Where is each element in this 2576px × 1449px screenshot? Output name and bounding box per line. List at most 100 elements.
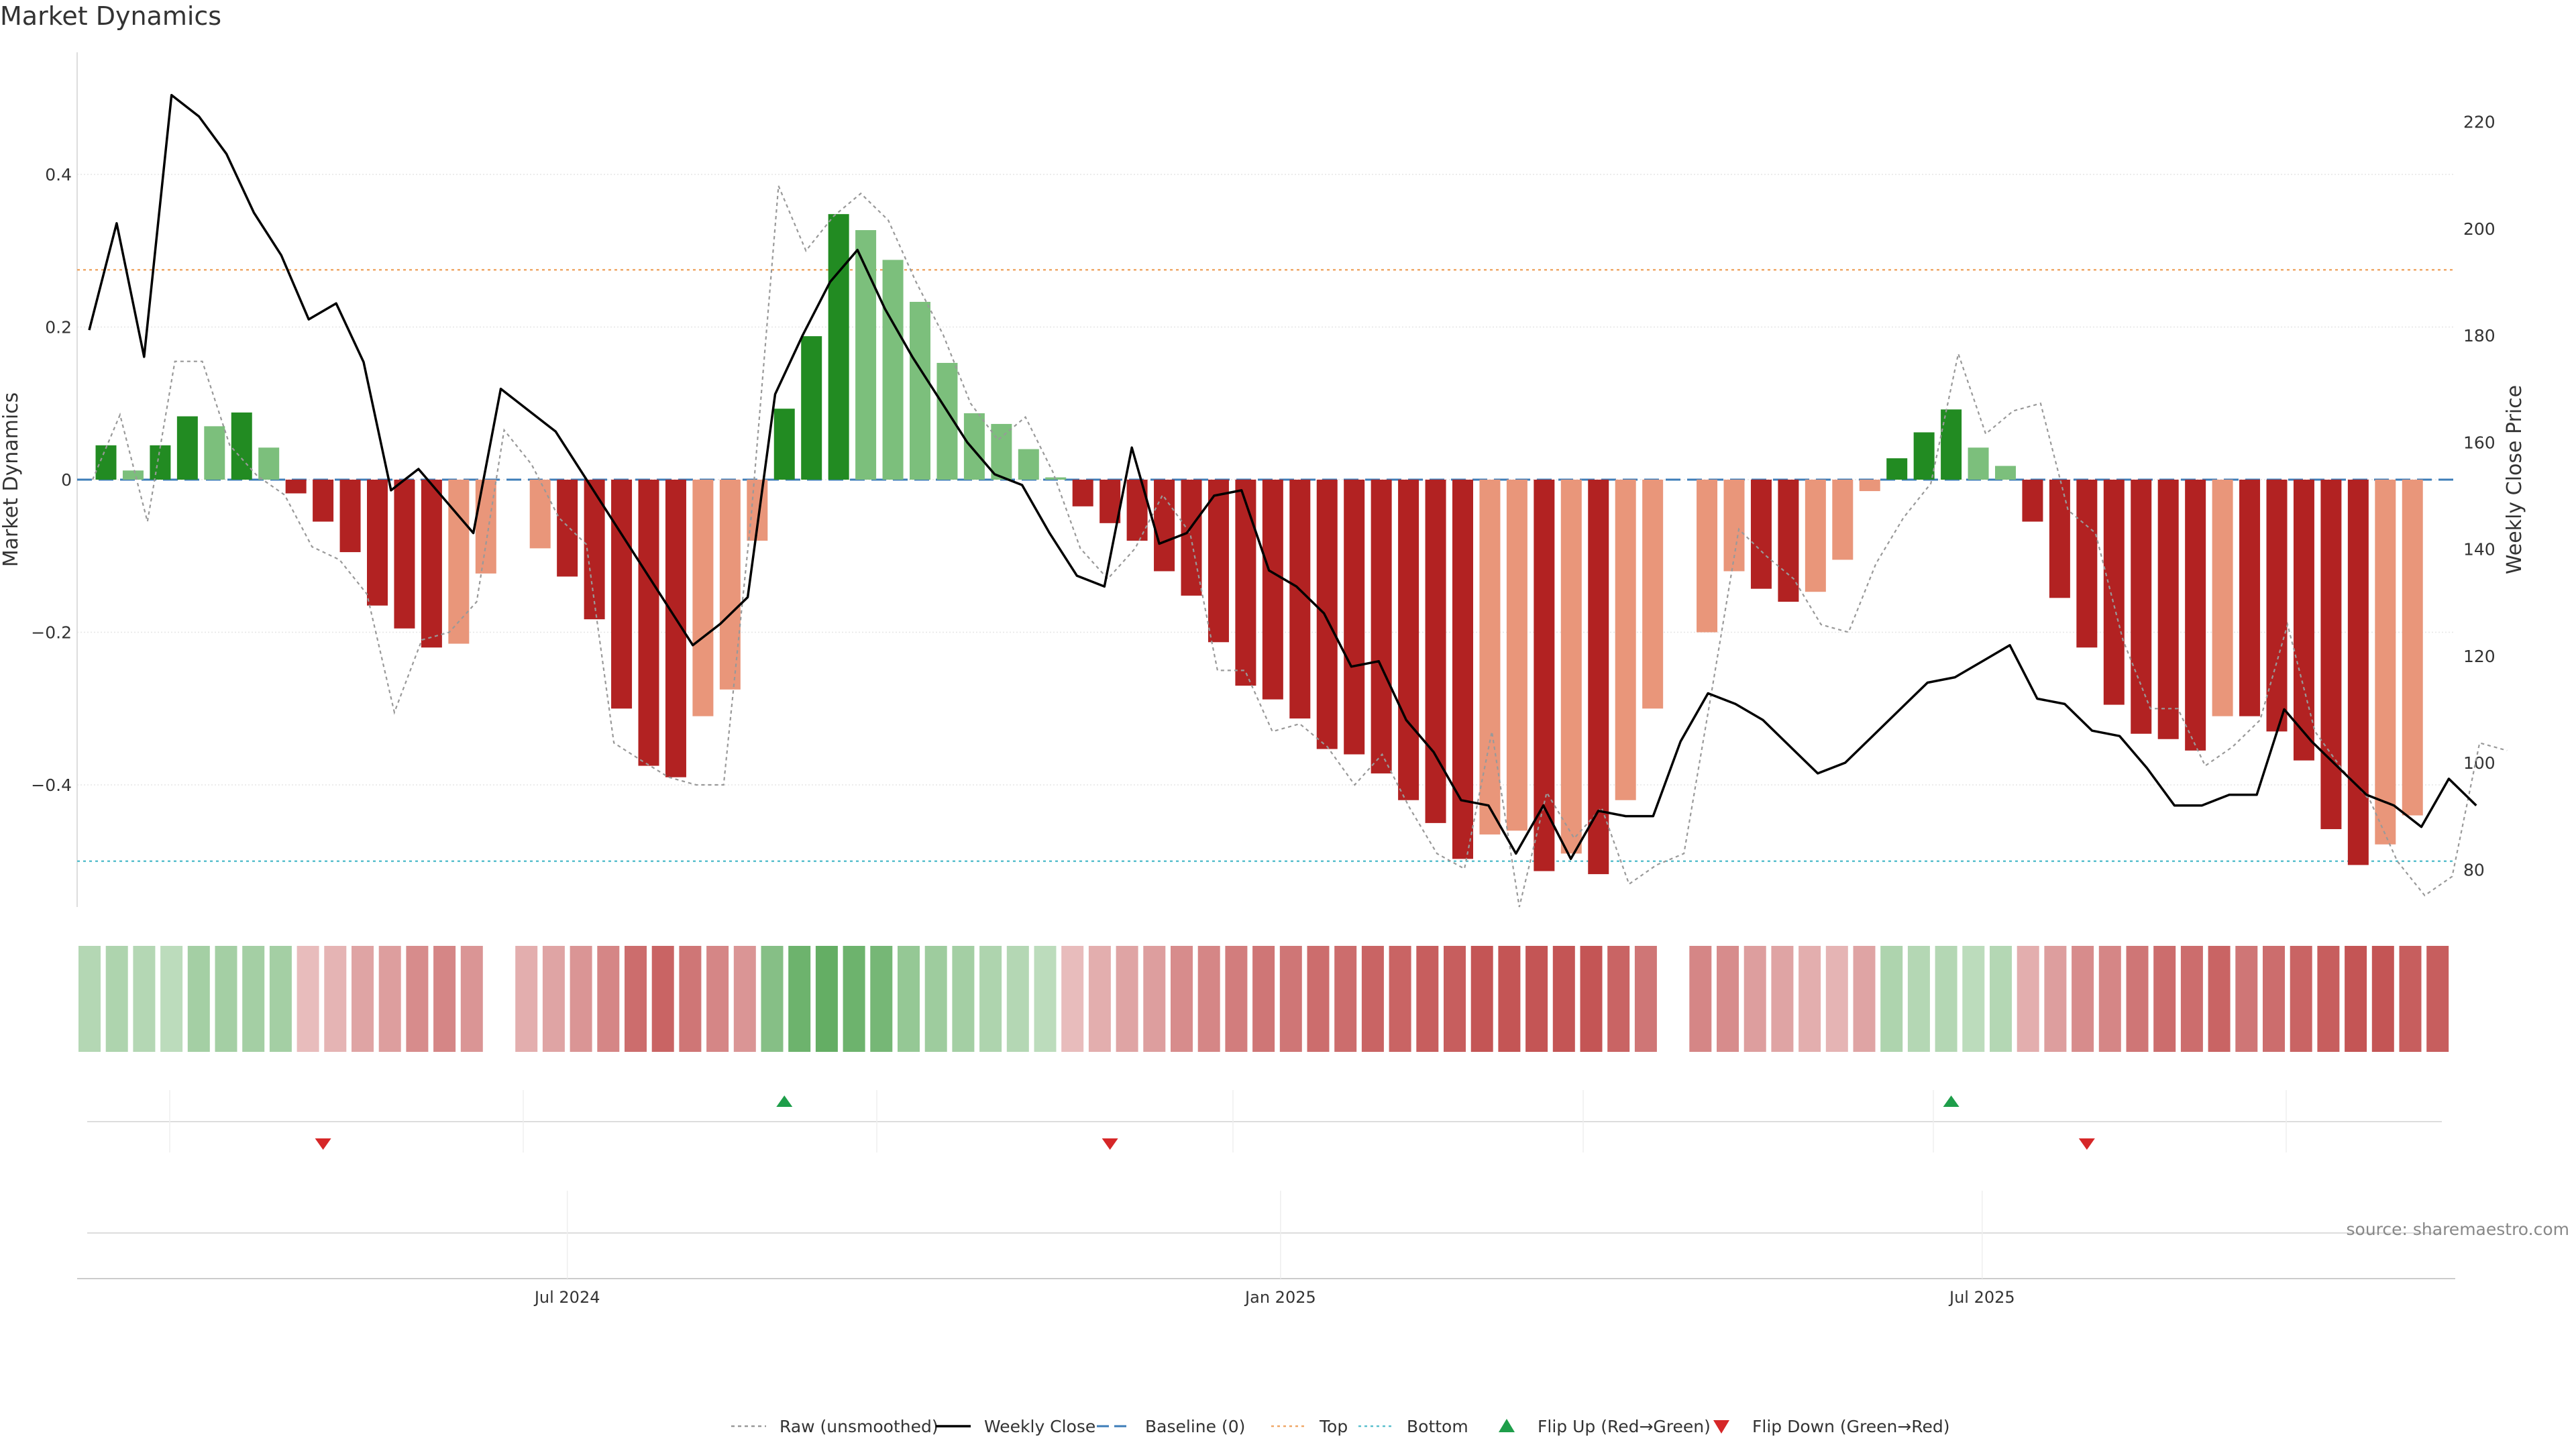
bar-mark [1615, 480, 1636, 800]
heat-cell [2153, 946, 2176, 1052]
bar-mark [1425, 480, 1446, 823]
flip-up-marker [776, 1095, 793, 1107]
heat-strip [78, 946, 2449, 1052]
bar-mark [1289, 480, 1311, 719]
legend-item-baseline: Baseline (0) [1097, 1417, 1245, 1436]
y-right-axis-title: Weekly Close Price [2503, 385, 2526, 574]
heat-cell [515, 946, 538, 1052]
heat-cell [1498, 946, 1521, 1052]
bar-mark [611, 480, 633, 709]
weekly-close-line [88, 93, 2477, 861]
bar-mark [2076, 480, 2098, 648]
heat-cell [1334, 946, 1357, 1052]
raw-series-line [91, 185, 2508, 908]
heat-cell [924, 946, 947, 1052]
bar-mark [150, 445, 171, 480]
heat-cell [1389, 946, 1411, 1052]
heat-cell [1552, 946, 1575, 1052]
heat-cell [1143, 946, 1166, 1052]
bar-series [95, 214, 2423, 875]
bar-mark [2266, 480, 2288, 732]
bar-mark [1452, 480, 1473, 859]
bar-mark [1913, 432, 1935, 480]
heat-cell [269, 946, 292, 1052]
bar-mark [692, 480, 714, 716]
bar-mark [313, 480, 334, 522]
heat-cell [1607, 946, 1630, 1052]
bar-mark [828, 214, 849, 480]
y-right-tick-label: 80 [2463, 860, 2485, 879]
bar-mark [1154, 480, 1175, 572]
heat-cell [1307, 946, 1330, 1052]
x-tick-label: Jul 2025 [1948, 1288, 2015, 1307]
heat-cell [1990, 946, 2012, 1052]
bar-mark [475, 480, 496, 574]
heat-cell [242, 946, 265, 1052]
legend-item-raw: Raw (unsmoothed) [731, 1417, 938, 1436]
flip-down-marker [315, 1138, 331, 1150]
bar-mark [855, 230, 877, 480]
y-right-tick-label: 160 [2463, 433, 2496, 452]
bar-mark [1506, 480, 1527, 831]
y-left-axis-title: Market Dynamics [0, 392, 23, 568]
heat-cell [1116, 946, 1138, 1052]
bar-mark [448, 480, 470, 644]
heat-cell [433, 946, 456, 1052]
heat-cell [1252, 946, 1275, 1052]
heat-cell [1771, 946, 1794, 1052]
x-tick-label: Jan 2025 [1244, 1288, 1316, 1307]
bar-mark [1534, 480, 1555, 871]
heat-cell [324, 946, 347, 1052]
heat-cell [1634, 946, 1657, 1052]
heat-cell [952, 946, 975, 1052]
y-left-tick-label: −0.2 [31, 623, 72, 643]
heat-cell [625, 946, 647, 1052]
heat-cell [597, 946, 620, 1052]
heat-cell [898, 946, 920, 1052]
legend-item-flip-up: Flip Up (Red→Green) [1499, 1417, 1711, 1436]
flip-markers-panel [87, 1090, 2442, 1152]
bar-mark [1805, 480, 1826, 592]
legend-label: Flip Up (Red→Green) [1538, 1417, 1711, 1436]
bar-mark [910, 301, 930, 480]
heat-cell [2426, 946, 2449, 1052]
heat-cell [2180, 946, 2203, 1052]
bar-mark [638, 480, 659, 766]
y-left-tick-label: 0.2 [45, 318, 72, 337]
bar-mark [421, 480, 442, 648]
heat-cell [1444, 946, 1466, 1052]
heat-cell [1580, 946, 1603, 1052]
heat-cell [1907, 946, 1930, 1052]
legend-label: Weekly Close [984, 1417, 1095, 1436]
legend-swatch-flip-down [1713, 1420, 1729, 1434]
heat-cell [2017, 946, 2039, 1052]
y-left-tick-label: −0.4 [31, 775, 72, 795]
heat-cell [1935, 946, 1957, 1052]
bar-mark [719, 480, 741, 690]
bar-mark [2320, 480, 2342, 829]
heat-cell [1361, 946, 1384, 1052]
y-right-tick-label: 120 [2463, 647, 2496, 666]
bar-mark [963, 413, 985, 480]
legend-item-close: Weekly Close [936, 1417, 1095, 1436]
heat-cell [1525, 946, 1548, 1052]
bar-mark [1642, 480, 1664, 709]
bar-mark [1262, 480, 1283, 700]
heat-cell [1088, 946, 1111, 1052]
legend-item-top: Top [1271, 1417, 1348, 1436]
bar-mark [176, 416, 198, 480]
heat-cell [1853, 946, 1876, 1052]
heat-cell [215, 946, 237, 1052]
y-left-tick-label: 0.4 [45, 165, 72, 184]
legend-item-bottom: Bottom [1358, 1417, 1468, 1436]
x-tick-label: Jul 2024 [533, 1288, 600, 1307]
heat-cell [1799, 946, 1821, 1052]
heat-cell [706, 946, 729, 1052]
bar-mark [1560, 480, 1582, 854]
page-title: Market Dynamics [0, 1, 222, 31]
y-right-tick-label: 200 [2463, 219, 2496, 239]
bar-mark [1859, 480, 1880, 492]
heat-cell [2263, 946, 2285, 1052]
heat-cell [2098, 946, 2121, 1052]
heat-cell [378, 946, 401, 1052]
